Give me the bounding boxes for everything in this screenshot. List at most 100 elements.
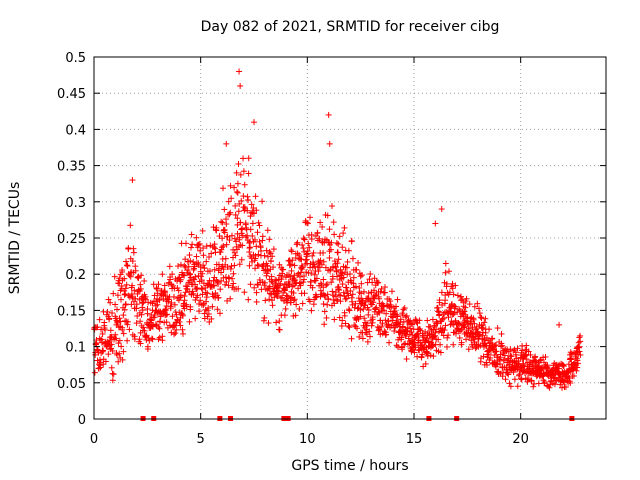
data-point — [261, 314, 268, 321]
data-point — [199, 270, 206, 277]
data-point — [475, 305, 482, 312]
data-point — [303, 219, 310, 226]
data-point — [156, 318, 163, 325]
data-point — [300, 235, 307, 242]
data-point — [556, 321, 563, 328]
data-point — [161, 282, 168, 289]
data-point — [378, 285, 385, 292]
data-point — [270, 246, 277, 253]
data-point — [141, 277, 148, 284]
data-point — [102, 326, 109, 333]
data-point — [279, 294, 286, 301]
data-point — [535, 359, 542, 366]
data-point — [137, 285, 144, 292]
data-point — [264, 227, 271, 234]
data-point — [237, 171, 244, 178]
data-point — [248, 209, 255, 216]
data-point — [424, 352, 431, 359]
data-point — [336, 314, 343, 321]
data-point — [481, 319, 488, 326]
data-point — [381, 289, 388, 296]
data-point — [439, 316, 446, 323]
data-point — [122, 285, 129, 292]
data-point — [175, 263, 182, 270]
data-point — [411, 349, 418, 356]
data-point — [332, 289, 339, 296]
data-point — [416, 317, 423, 324]
data-point — [561, 378, 568, 385]
data-point — [358, 272, 365, 279]
data-point — [346, 324, 353, 331]
data-point — [259, 233, 266, 240]
data-point — [562, 383, 569, 390]
data-point — [423, 349, 430, 356]
data-point — [456, 321, 463, 328]
data-point — [252, 193, 259, 200]
data-point — [287, 273, 294, 280]
data-point — [339, 317, 346, 324]
data-point — [262, 297, 269, 304]
data-point — [247, 281, 254, 288]
data-point — [316, 235, 323, 242]
data-point — [483, 362, 490, 369]
data-point — [420, 363, 427, 370]
data-point — [370, 299, 377, 306]
y-tick-label: 0.45 — [57, 87, 86, 102]
data-point — [197, 247, 204, 254]
data-point — [181, 272, 188, 279]
data-point — [193, 234, 200, 241]
data-point — [354, 325, 361, 332]
data-point — [292, 312, 299, 319]
data-point — [250, 210, 257, 217]
data-point — [450, 311, 457, 318]
data-point — [224, 233, 231, 240]
x-tick-label: 10 — [299, 432, 316, 447]
data-point — [436, 312, 443, 319]
data-point — [123, 258, 130, 265]
data-point — [462, 304, 469, 311]
data-point — [232, 211, 239, 218]
data-point — [161, 288, 168, 295]
data-point — [238, 256, 245, 263]
data-point — [269, 253, 276, 260]
data-point — [205, 305, 212, 312]
data-point — [252, 252, 259, 259]
data-point — [532, 353, 539, 360]
data-point — [190, 290, 197, 297]
data-point — [309, 284, 316, 291]
data-point — [478, 315, 485, 322]
data-point — [524, 376, 531, 383]
data-point — [479, 325, 486, 332]
data-point — [240, 168, 247, 175]
data-point — [185, 263, 192, 270]
data-point — [366, 276, 373, 283]
data-point — [461, 323, 468, 330]
data-point — [403, 356, 410, 363]
data-point — [576, 348, 583, 355]
data-point — [461, 308, 468, 315]
data-point — [168, 299, 175, 306]
data-point — [310, 249, 317, 256]
x-tick-labels: 0 5 10 15 20 — [90, 432, 529, 447]
data-point — [319, 223, 326, 230]
data-point — [121, 275, 128, 282]
data-point — [371, 287, 378, 294]
data-point — [156, 325, 163, 332]
data-point — [173, 326, 180, 333]
data-point — [159, 271, 166, 278]
data-point — [268, 278, 275, 285]
data-point — [171, 301, 178, 308]
data-point — [573, 367, 580, 374]
data-point — [91, 369, 98, 376]
data-point — [304, 248, 311, 255]
data-point — [240, 193, 247, 200]
data-point — [300, 245, 307, 252]
data-point — [342, 296, 349, 303]
data-point — [109, 347, 116, 354]
data-point — [200, 262, 207, 269]
data-point — [251, 284, 258, 291]
data-point — [501, 356, 508, 363]
data-point — [356, 333, 363, 340]
data-point — [333, 239, 340, 246]
data-point — [429, 342, 436, 349]
